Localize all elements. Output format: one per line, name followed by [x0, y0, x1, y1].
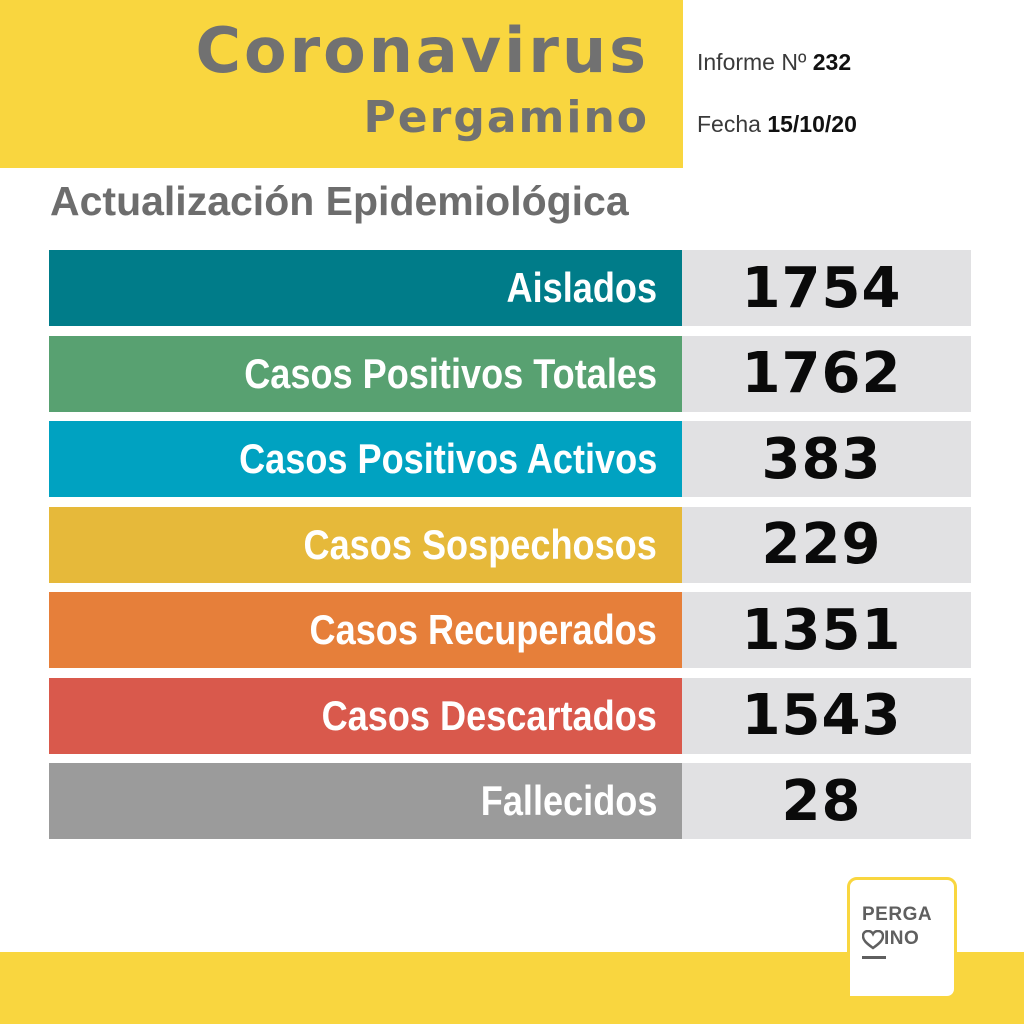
- stat-value: 1762: [682, 335, 971, 412]
- stat-row-sospechosos: Casos Sospechosos 229: [49, 506, 971, 583]
- header-band: [0, 0, 683, 168]
- report-date: Fecha 15/10/20: [697, 111, 857, 138]
- stat-row-aislados: Aislados 1754: [49, 250, 971, 326]
- heart-icon: [862, 930, 884, 950]
- stat-value: 383: [682, 421, 971, 497]
- stat-label: Casos Positivos Activos: [238, 435, 657, 482]
- section-title: Actualización Epidemiológica: [50, 178, 629, 224]
- stat-row-fallecidos: Fallecidos 28: [49, 763, 971, 839]
- stat-value: 28: [682, 763, 971, 839]
- stat-label: Casos Positivos Totales: [244, 349, 657, 397]
- logo-line-1: PERGA: [862, 904, 933, 925]
- stat-label: Casos Recuperados: [309, 606, 657, 653]
- page-title: Coronavirus: [195, 14, 649, 87]
- report-number: Informe Nº 232: [697, 49, 851, 76]
- pergamino-logo: PERGA INO: [847, 877, 957, 999]
- stat-label-cell: Casos Positivos Totales: [49, 335, 682, 412]
- stats-table: Aislados 1754 Casos Positivos Totales 17…: [49, 250, 971, 849]
- stat-row-positivos-totales: Casos Positivos Totales 1762: [49, 335, 971, 412]
- stat-label-cell: Fallecidos: [49, 763, 682, 839]
- stat-label-cell: Casos Descartados: [49, 677, 682, 754]
- report-number-value: 232: [812, 49, 852, 75]
- stat-row-descartados: Casos Descartados 1543: [49, 677, 971, 754]
- logo-underline: [862, 956, 886, 959]
- page-subtitle: Pergamino: [363, 92, 649, 143]
- report-date-label: Fecha: [697, 111, 761, 137]
- stat-value: 1543: [682, 677, 971, 754]
- stat-label-cell: Casos Recuperados: [49, 592, 682, 668]
- report-number-label: Informe Nº: [697, 49, 807, 75]
- stat-row-positivos-activos: Casos Positivos Activos 383: [49, 421, 971, 497]
- stat-label: Casos Descartados: [321, 691, 657, 739]
- stat-label: Fallecidos: [480, 777, 657, 824]
- report-date-value: 15/10/20: [767, 111, 857, 137]
- stat-label-cell: Casos Positivos Activos: [49, 421, 682, 497]
- stat-label: Casos Sospechosos: [303, 520, 657, 568]
- stat-value: 229: [682, 506, 971, 583]
- stat-value: 1351: [682, 592, 971, 668]
- stat-label-cell: Casos Sospechosos: [49, 506, 682, 583]
- logo-line-2: INO: [884, 928, 920, 949]
- stat-label: Aislados: [506, 264, 657, 311]
- stat-value: 1754: [682, 250, 971, 326]
- stat-label-cell: Aislados: [49, 250, 682, 326]
- stat-row-recuperados: Casos Recuperados 1351: [49, 592, 971, 668]
